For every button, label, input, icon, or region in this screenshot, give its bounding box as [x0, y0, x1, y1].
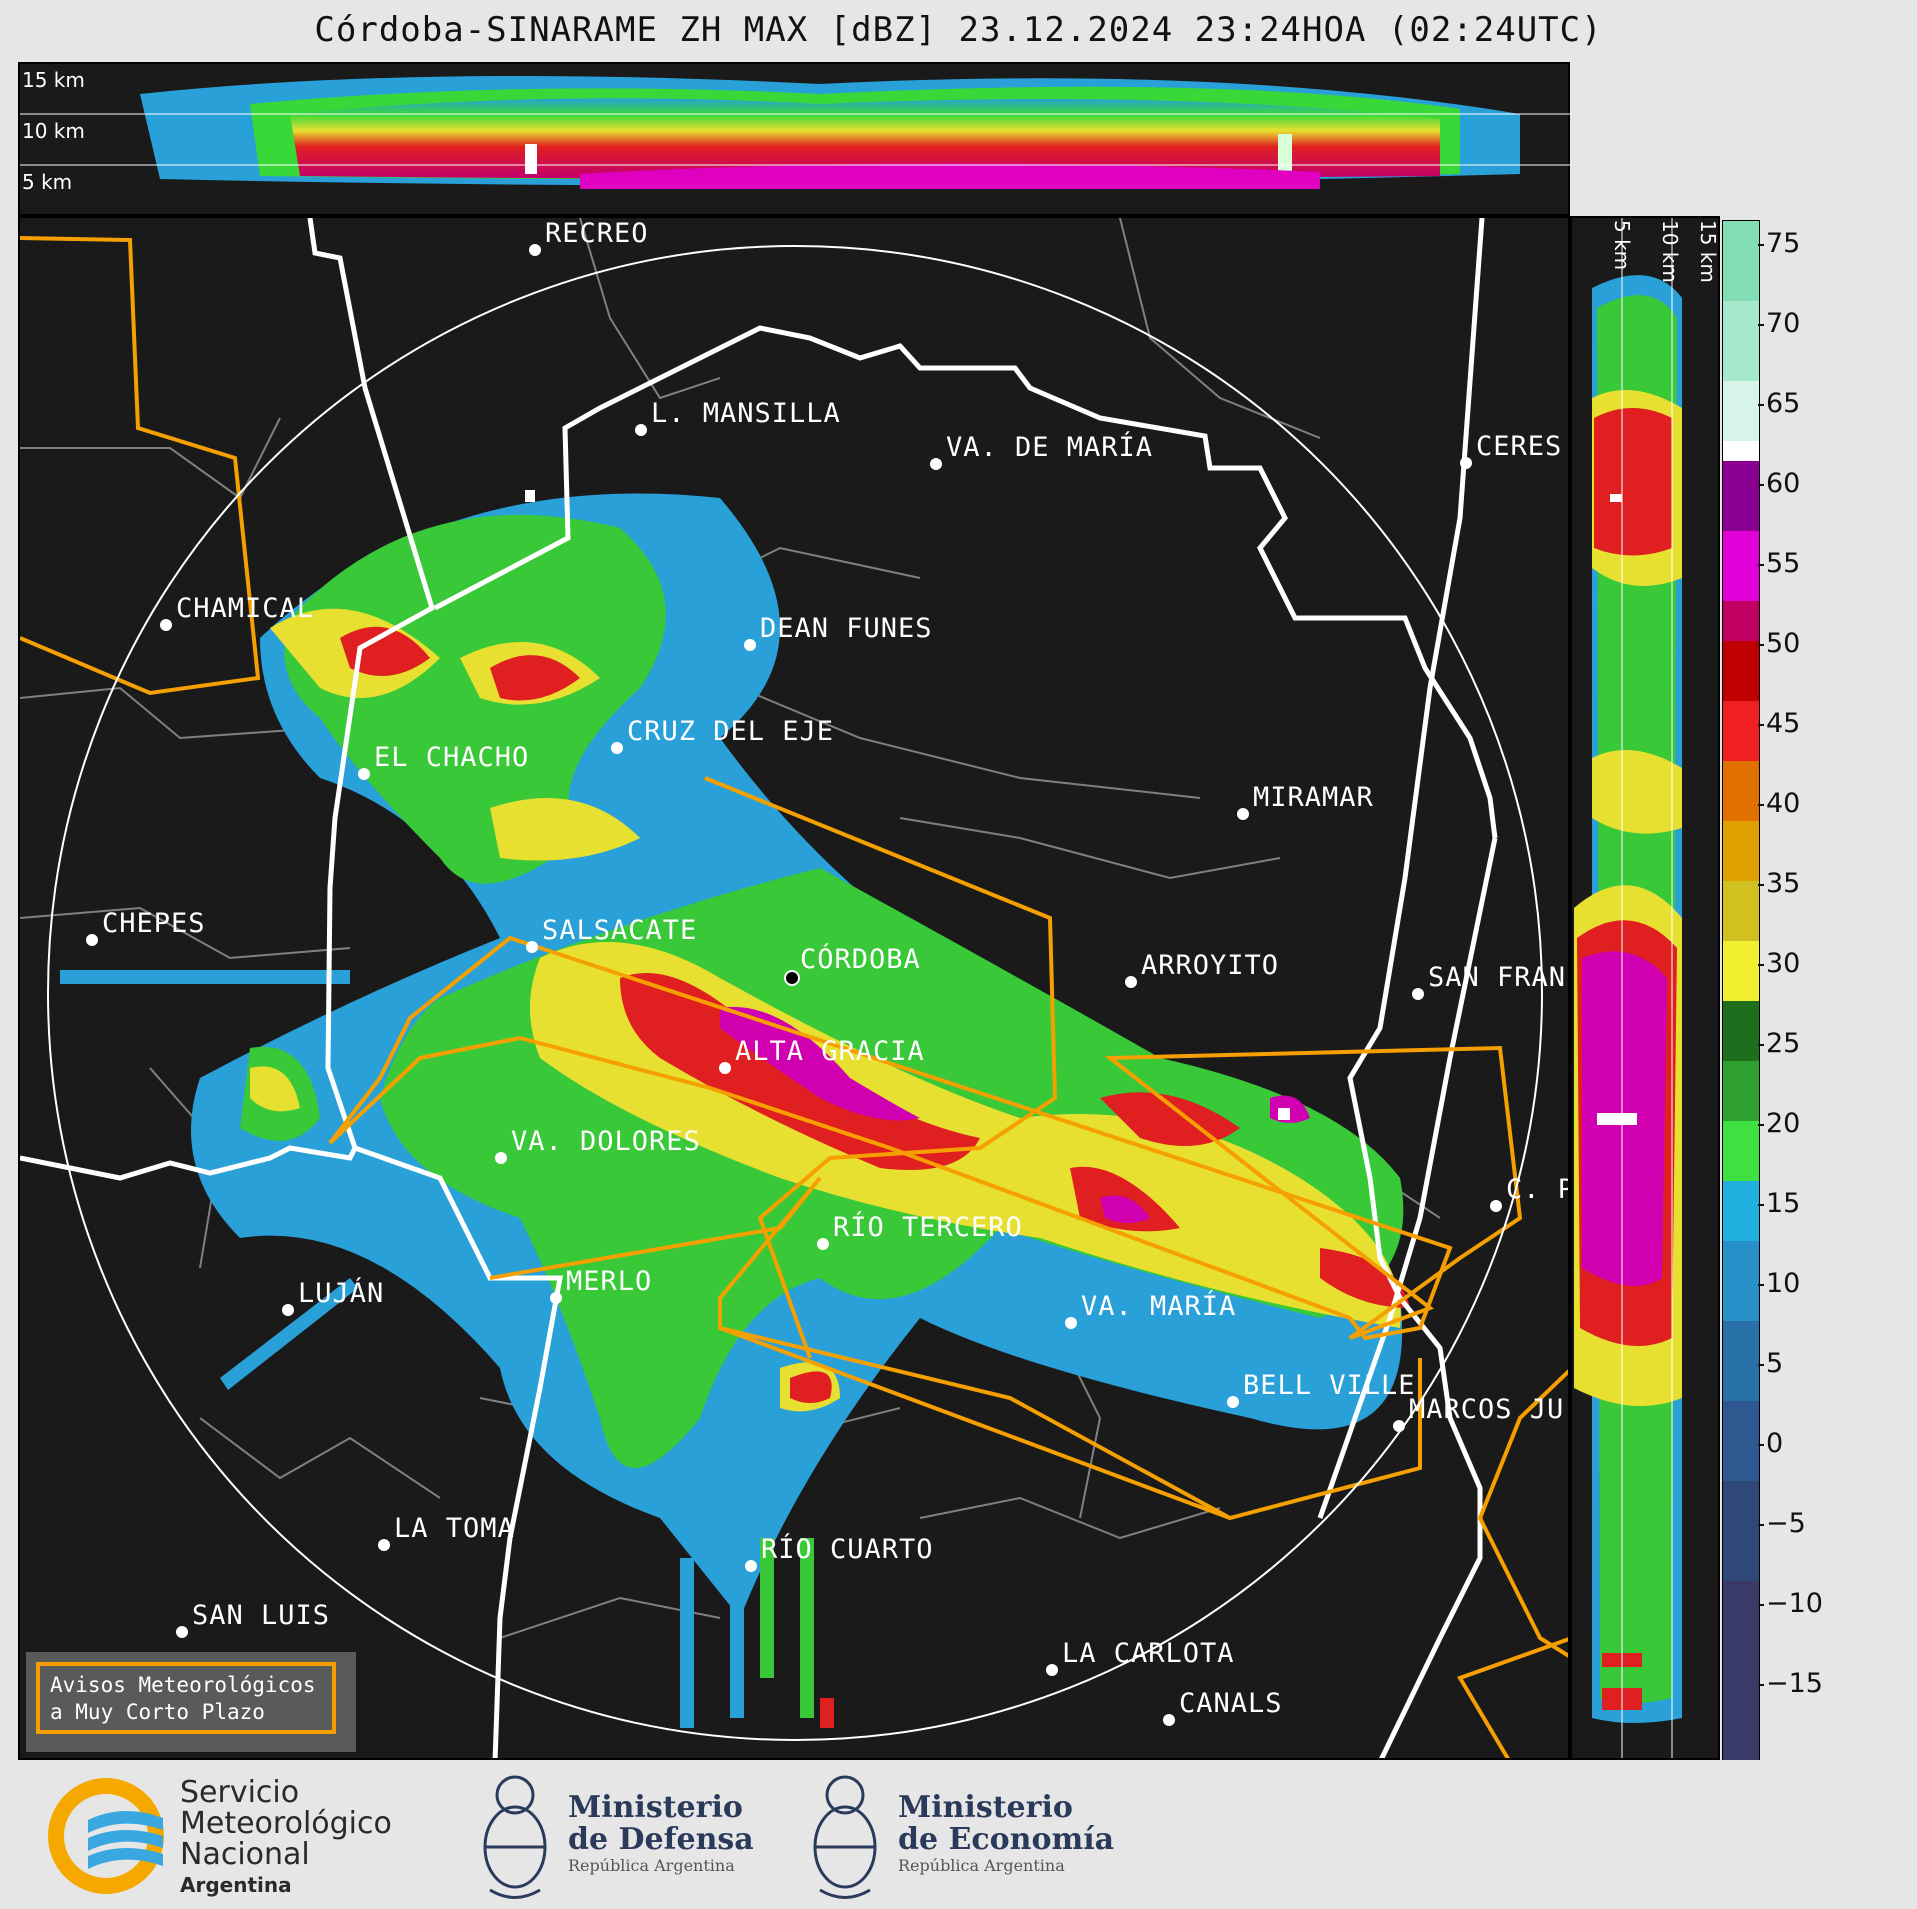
defensa-line1: Ministerio: [568, 1790, 743, 1825]
colorbar-tick-15: 15: [1757, 1188, 1801, 1219]
colorbar-tick-40: 40: [1757, 788, 1801, 819]
coat-of-arms-icon: [813, 1775, 877, 1899]
side-height-label-5: 5 km: [1610, 220, 1634, 271]
colorbar-tick-minus5: −5: [1758, 1508, 1806, 1539]
side-cross-section-echo: [1574, 218, 1682, 1758]
echo-white-core-2: [1278, 1108, 1290, 1120]
warning-legend: Avisos Meteorológicos a Muy Corto Plazo: [26, 1652, 356, 1752]
colorbar-tick-30: 30: [1757, 948, 1801, 979]
footer-logos: Servicio Meteorológico Nacional Argentin…: [0, 1760, 1917, 1909]
province-borders: [20, 218, 1498, 1758]
top-height-label-15: 15 km: [22, 68, 85, 92]
dbz-colorbar: [1722, 220, 1760, 1762]
warning-legend-line2: a Muy Corto Plazo: [50, 1700, 265, 1724]
echo-white-core-1: [525, 490, 535, 502]
side-height-label-15: 15 km: [1696, 220, 1720, 283]
smn-line4: Argentina: [180, 1873, 292, 1897]
defensa-wordmark: Ministerio de Defensa República Argentin…: [568, 1790, 754, 1876]
economia-line2: de Economía: [898, 1822, 1115, 1857]
range-ring-icon: [47, 245, 1543, 1741]
colorbar-tick-0: 0: [1757, 1428, 1784, 1459]
smn-wordmark: Servicio Meteorológico Nacional Argentin…: [180, 1777, 392, 1901]
economia-line1: Ministerio: [898, 1790, 1073, 1825]
top-cross-section-echo: [20, 76, 1572, 189]
smn-line1: Servicio: [180, 1775, 300, 1810]
colorbar-tick-10: 10: [1757, 1268, 1801, 1299]
side-cross-section: 5 km 10 km 15 km: [1570, 216, 1720, 1760]
colorbar-tick-65: 65: [1757, 388, 1801, 419]
defensa-line3: República Argentina: [568, 1856, 735, 1875]
dbz-colorbar-fill: [1723, 221, 1759, 1761]
colorbar-tick-45: 45: [1757, 708, 1801, 739]
colorbar-tick-55: 55: [1757, 548, 1801, 579]
top-height-label-5: 5 km: [22, 170, 73, 194]
side-height-label-10: 10 km: [1658, 220, 1682, 283]
coat-of-arms-icon: [483, 1775, 547, 1899]
colorbar-tick-20: 20: [1757, 1108, 1801, 1139]
colorbar-tick-minus15: −15: [1758, 1668, 1823, 1699]
top-height-label-10: 10 km: [22, 119, 85, 143]
smn-logo-icon: [48, 1778, 164, 1894]
colorbar-tick-60: 60: [1757, 468, 1801, 499]
colorbar-tick-35: 35: [1757, 868, 1801, 899]
colorbar-tick-25: 25: [1757, 1028, 1801, 1059]
economia-line3: República Argentina: [898, 1856, 1065, 1875]
colorbar-tick-50: 50: [1757, 628, 1801, 659]
defensa-line2: de Defensa: [568, 1822, 754, 1857]
colorbar-tick-minus10: −10: [1758, 1588, 1823, 1619]
map-title: Córdoba-SINARAME ZH MAX [dBZ] 23.12.2024…: [314, 10, 1603, 50]
colorbar-tick-5: 5: [1757, 1348, 1784, 1379]
colorbar-tick-70: 70: [1757, 308, 1801, 339]
radar-map: RECREO L. MANSILLA VA. DE MARÍA CERES CH…: [18, 216, 1570, 1760]
smn-line3: Nacional: [180, 1837, 310, 1872]
radar-map-layers: [20, 218, 1568, 1758]
warning-legend-line1: Avisos Meteorológicos: [50, 1673, 316, 1697]
economia-wordmark: Ministerio de Economía República Argenti…: [898, 1790, 1115, 1876]
colorbar-tick-75: 75: [1757, 228, 1801, 259]
smn-line2: Meteorológico: [180, 1806, 392, 1841]
top-cross-section: 15 km 10 km 5 km: [18, 62, 1572, 216]
